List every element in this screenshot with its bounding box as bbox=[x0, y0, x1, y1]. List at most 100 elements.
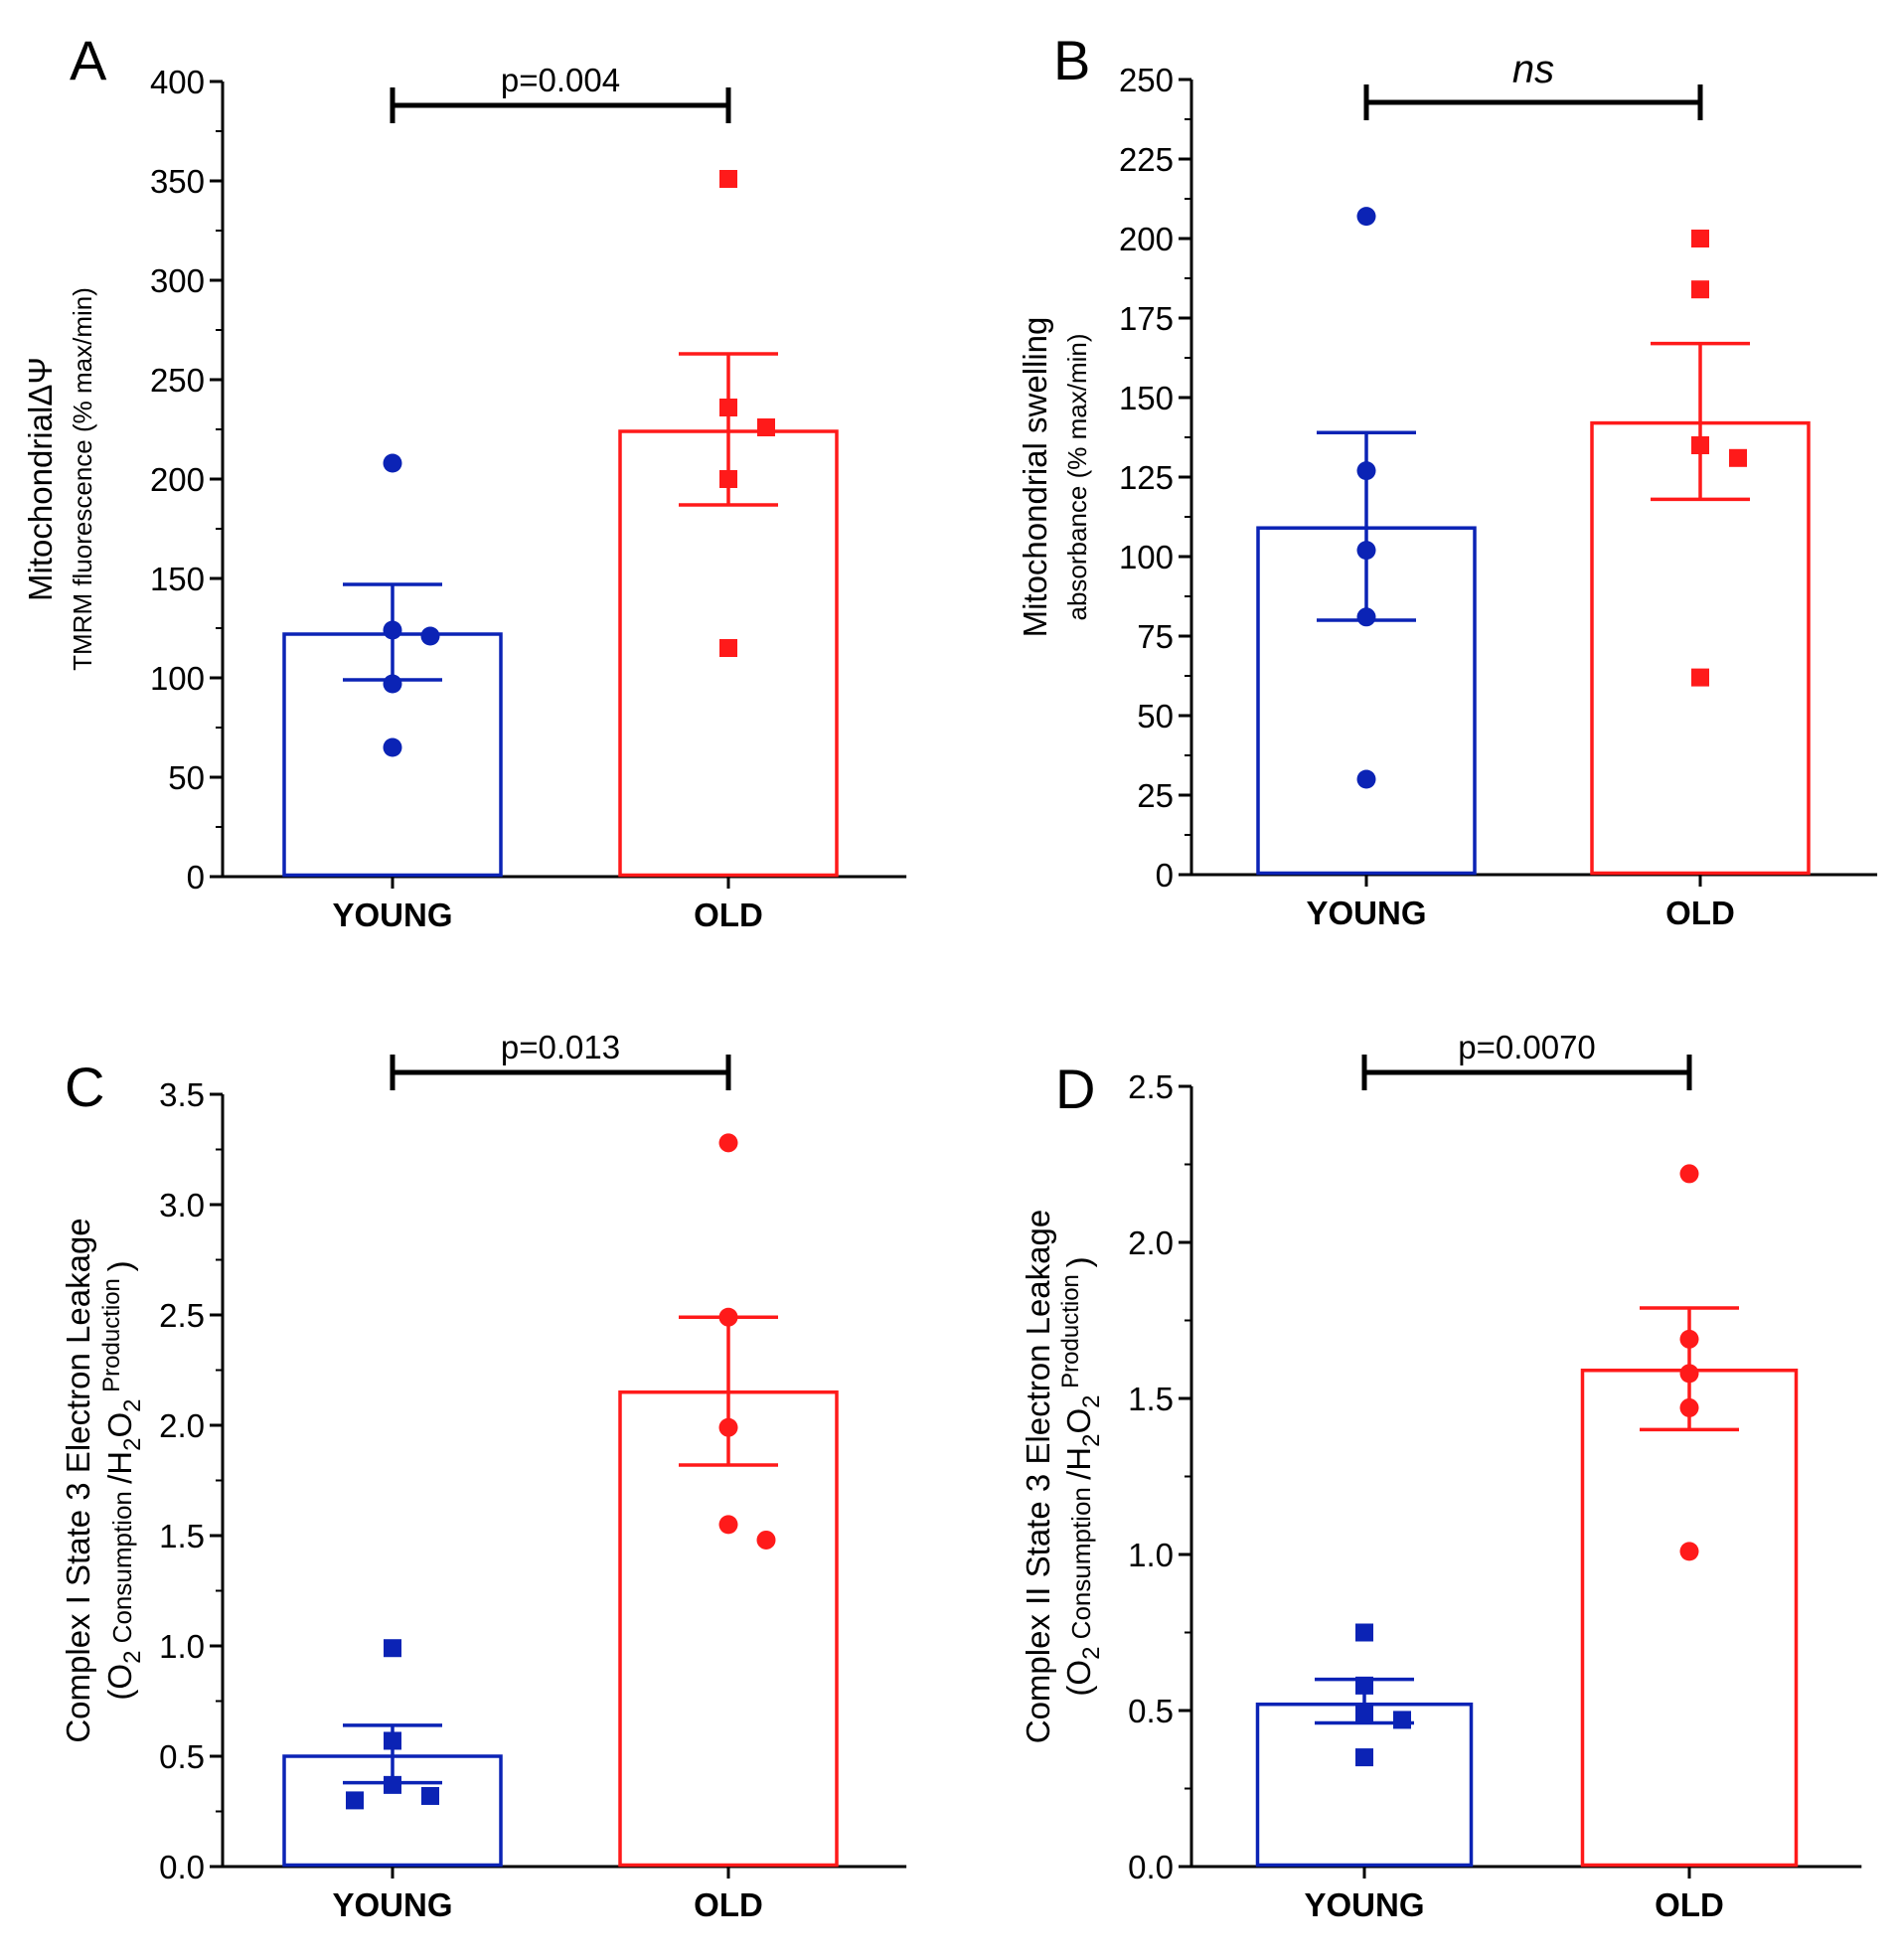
y-tick-label: 1.0 bbox=[159, 1628, 205, 1665]
y-axis-label-part: ) bbox=[101, 1260, 138, 1271]
y-axis-label-part: 2 bbox=[1078, 1647, 1105, 1660]
y-axis-label-sub: TMRM fluorescence (% max/min) bbox=[68, 287, 97, 671]
y-tick-label: 2.5 bbox=[159, 1297, 205, 1334]
panel-letter: B bbox=[1053, 29, 1090, 91]
y-axis-label-part: /H bbox=[101, 1451, 138, 1484]
data-point-old bbox=[718, 1133, 738, 1153]
y-axis-label-part: Production bbox=[1057, 1267, 1084, 1394]
x-tick-label-young: YOUNG bbox=[332, 1886, 452, 1923]
y-tick-label: 0.0 bbox=[159, 1849, 205, 1885]
y-tick-label: 50 bbox=[1137, 698, 1174, 735]
y-axis-label-part: 2 bbox=[119, 1399, 146, 1412]
y-axis-label-part: ) bbox=[1060, 1256, 1097, 1267]
panel-d: D 0.0 0.5 1.0 1.5 2.0 2.5 YOUNG OLD p=0.0070 Compl… bbox=[1020, 1029, 1862, 1923]
panel-b: B 0 25 50 75 100 125 150 175 200 225 250 YOUNG OLD ns M… bbox=[1017, 29, 1878, 931]
bar-young bbox=[1255, 1702, 1474, 1868]
data-point-young bbox=[420, 626, 440, 646]
x-tick-label-young: YOUNG bbox=[332, 897, 452, 933]
y-axis-label-part: 2 bbox=[119, 1651, 146, 1664]
significance-label: p=0.0070 bbox=[1458, 1029, 1596, 1065]
data-point-young bbox=[1355, 1676, 1373, 1695]
data-point-young bbox=[384, 1731, 401, 1750]
data-point-young bbox=[1393, 1711, 1411, 1729]
y-axis-label-part: Consumption bbox=[107, 1484, 137, 1651]
panel-letter: D bbox=[1055, 1058, 1095, 1120]
y-tick-label: 25 bbox=[1137, 777, 1174, 814]
y-axis-label-part: 2 bbox=[1078, 1434, 1105, 1447]
data-point-young bbox=[1355, 1623, 1373, 1642]
y-tick-label: 250 bbox=[150, 362, 205, 399]
y-axis-label-part: 2 bbox=[1078, 1395, 1105, 1408]
y-tick-label: 0.0 bbox=[1128, 1849, 1174, 1885]
y-tick-label: 150 bbox=[1119, 380, 1174, 416]
data-point-old bbox=[719, 170, 737, 188]
data-point-old bbox=[756, 1530, 776, 1550]
data-point-young bbox=[346, 1791, 364, 1810]
y-tick-label: 350 bbox=[150, 163, 205, 200]
data-point-young bbox=[1355, 1748, 1373, 1767]
data-point-old bbox=[1729, 448, 1747, 467]
y-tick-label: 1.0 bbox=[1128, 1537, 1174, 1573]
data-point-old bbox=[1679, 1329, 1699, 1349]
x-tick-label-young: YOUNG bbox=[1304, 1886, 1424, 1923]
y-tick-label: 100 bbox=[1119, 539, 1174, 575]
significance-label: ns bbox=[1512, 48, 1554, 91]
y-tick-label: 0.5 bbox=[159, 1738, 205, 1775]
data-point-old bbox=[1679, 1364, 1699, 1384]
panel-a: A 0 50 100 150 200 250 300 350 400 YOUNG OLD p=0.004… bbox=[22, 29, 907, 933]
y-tick-label: 3.0 bbox=[159, 1187, 205, 1224]
y-tick-label: 0 bbox=[187, 859, 205, 896]
data-point-young bbox=[421, 1786, 439, 1805]
data-point-young bbox=[384, 1775, 401, 1794]
data-point-old bbox=[1679, 1397, 1699, 1417]
y-tick-label: 2.0 bbox=[1128, 1225, 1174, 1261]
y-axis-label-part: O bbox=[1060, 1408, 1097, 1434]
y-tick-label: 0.5 bbox=[1128, 1693, 1174, 1729]
y-axis-label-part: Production bbox=[98, 1271, 125, 1398]
data-point-young bbox=[1356, 207, 1376, 227]
y-axis-label: Mitochondrial swelling bbox=[1017, 317, 1053, 638]
y-tick-label: 125 bbox=[1119, 459, 1174, 496]
y-tick-label: 100 bbox=[150, 660, 205, 697]
data-point-old bbox=[718, 1417, 738, 1437]
significance-label: p=0.004 bbox=[501, 62, 620, 98]
x-tick-label-old: OLD bbox=[1655, 1886, 1724, 1923]
y-tick-label: 400 bbox=[150, 64, 205, 100]
y-tick-label: 200 bbox=[150, 461, 205, 498]
y-tick-label: 225 bbox=[1119, 141, 1174, 178]
y-axis-label: Complex I State 3 Electron Leakage bbox=[60, 1218, 96, 1742]
data-point-old bbox=[1691, 436, 1709, 454]
y-axis-label-part: 2 bbox=[119, 1438, 146, 1451]
y-axis-label: Complex II State 3 Electron Leakage bbox=[1020, 1210, 1056, 1743]
y-tick-label: 150 bbox=[150, 561, 205, 597]
x-tick-label-old: OLD bbox=[694, 1886, 763, 1923]
data-point-young bbox=[1356, 461, 1376, 481]
y-tick-label: 0 bbox=[1156, 857, 1174, 894]
y-tick-label: 75 bbox=[1137, 618, 1174, 655]
y-axis-label-part: Consumption bbox=[1066, 1480, 1096, 1647]
y-tick-label: 2.0 bbox=[159, 1407, 205, 1444]
y-axis-label-part: /H bbox=[1060, 1447, 1097, 1480]
y-axis-label-sub: absorbance (% max/min) bbox=[1062, 334, 1092, 621]
significance-label: p=0.013 bbox=[501, 1029, 620, 1065]
panel-letter: C bbox=[65, 1056, 104, 1118]
y-tick-label: 250 bbox=[1119, 62, 1174, 98]
y-tick-label: 50 bbox=[168, 759, 205, 796]
data-point-old bbox=[1691, 668, 1709, 687]
data-point-young bbox=[1356, 541, 1376, 561]
data-point-young bbox=[1356, 607, 1376, 627]
data-point-old bbox=[1679, 1542, 1699, 1561]
data-point-old bbox=[1691, 230, 1709, 247]
data-point-old bbox=[718, 1307, 738, 1327]
bar-old bbox=[1580, 1368, 1799, 1868]
panel-letter: A bbox=[70, 29, 107, 91]
data-point-old bbox=[1691, 280, 1709, 299]
data-point-old bbox=[718, 1515, 738, 1535]
y-axis-label-part: (O bbox=[101, 1664, 138, 1701]
data-point-old bbox=[1679, 1164, 1699, 1184]
data-point-young bbox=[383, 737, 402, 757]
panel-c: C 0.0 0.5 1.0 1.5 2.0 2.5 3.0 3.5 YOUNG OLD p=0.013… bbox=[60, 1029, 907, 1923]
data-point-old bbox=[719, 639, 737, 657]
